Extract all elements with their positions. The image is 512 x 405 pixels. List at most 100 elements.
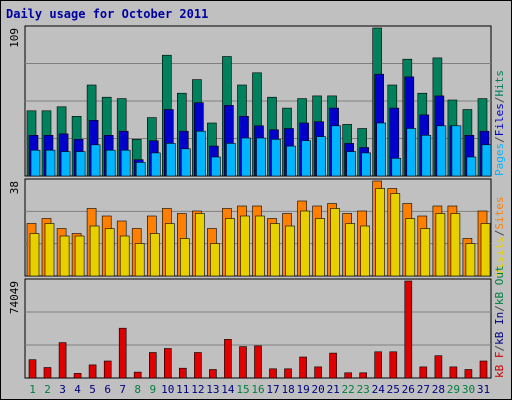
panel-visits-ymax-label: 38 (8, 181, 21, 194)
x-tick-label-15: 15 (236, 383, 249, 396)
x-tick-label-14: 14 (221, 383, 235, 396)
bar-hits-pages-7 (120, 149, 131, 177)
legend-item-hits-4: Hits (493, 70, 506, 97)
x-tick-label-10: 10 (161, 383, 174, 396)
bar-hits-pages-15 (241, 137, 251, 177)
bar-visits-visits-1 (29, 233, 40, 277)
x-tick-label-27: 27 (417, 383, 430, 396)
bar-hits-pages-6 (105, 149, 116, 177)
bar-hits-pages-14 (226, 143, 236, 177)
bar-hits-pages-31 (481, 144, 492, 177)
bar-hits-pages-3 (60, 151, 71, 177)
bar-kbytes-kb-f-8 (133, 371, 142, 379)
bar-hits-pages-2 (45, 149, 56, 177)
bar-kbytes-kb-f-11 (179, 367, 187, 379)
bar-hits-pages-11 (181, 148, 191, 177)
bar-visits-visits-10 (165, 223, 175, 277)
bar-hits-pages-8 (135, 162, 146, 177)
bar-visits-visits-27 (420, 228, 431, 277)
panel-kbytes-ymax-label: 74049 (8, 281, 21, 314)
bar-kbytes-kb-f-3 (58, 342, 67, 379)
bar-kbytes-kb-f-29 (449, 366, 458, 379)
bar-kbytes-kb-f-17 (269, 368, 277, 379)
panel-visits: 38 Visits/Sites (8, 178, 506, 277)
bar-visits-visits-21 (330, 208, 340, 277)
legend-item-kbytes-4: kB Out (493, 265, 506, 305)
x-tick-label-25: 25 (387, 383, 400, 396)
bar-hits-pages-25 (391, 158, 402, 177)
bar-kbytes-kb-f-2 (43, 367, 52, 379)
bar-hits-pages-29 (451, 125, 462, 177)
bar-visits-visits-25 (390, 193, 401, 277)
panel-kbytes-legend: kB F/kB In/kB Out (493, 265, 506, 378)
bar-hits-pages-30 (466, 156, 477, 177)
bar-visits-visits-16 (255, 215, 265, 277)
bar-kbytes-kb-f-21 (329, 352, 337, 379)
legend-item-hits-1: / (493, 136, 506, 143)
panel-hits-ymax-label: 109 (8, 28, 21, 48)
bar-hits-pages-17 (271, 139, 281, 177)
bar-visits-visits-11 (180, 238, 190, 277)
legend-item-kbytes-3: / (493, 305, 506, 312)
x-tick-label-5: 5 (89, 383, 96, 396)
bar-visits-visits-23 (360, 225, 371, 277)
bar-visits-visits-14 (225, 218, 235, 277)
bar-kbytes-kb-f-18 (284, 368, 292, 379)
bar-hits-pages-16 (256, 137, 266, 177)
bar-visits-visits-9 (150, 233, 160, 277)
bar-visits-visits-8 (134, 243, 145, 277)
x-tick-labels: 1 2 3 4 5 6 7 8 9 10 11 12 13 14 15 16 17 18 19 20 21 22 23 24 2… (29, 383, 490, 396)
x-tick-label-17: 17 (266, 383, 279, 396)
bar-visits-visits-30 (465, 243, 476, 277)
x-tick-label-29: 29 (447, 383, 460, 396)
bar-kbytes-kb-f-30 (464, 369, 473, 379)
panel-visits-legend: Visits/Sites (493, 197, 506, 277)
bar-kbytes-kb-f-10 (164, 348, 172, 379)
bar-visits-visits-18 (285, 225, 295, 277)
legend-item-visits-0: Visits (493, 236, 506, 276)
bar-hits-pages-20 (316, 136, 326, 177)
bar-visits-visits-29 (450, 213, 461, 277)
bar-visits-visits-22 (345, 223, 356, 277)
bar-visits-visits-20 (315, 218, 325, 277)
bar-kbytes-kb-f-24 (374, 351, 383, 379)
bar-kbytes-kb-f-9 (149, 352, 157, 379)
bar-visits-visits-12 (195, 213, 205, 277)
bar-visits-visits-28 (435, 213, 446, 277)
bar-hits-pages-1 (30, 149, 41, 177)
panels-layer: 109Pages/Files/Hits38Visits/Sites74049kB… (8, 25, 506, 379)
bar-hits-pages-21 (331, 125, 341, 177)
bar-hits-pages-4 (75, 151, 86, 177)
bar-kbytes-kb-f-27 (419, 366, 428, 379)
bar-kbytes-kb-f-31 (479, 360, 488, 379)
bar-hits-pages-9 (151, 152, 161, 177)
bar-kbytes-kb-f-15 (239, 346, 247, 379)
bar-kbytes-kb-f-25 (389, 351, 398, 379)
bar-hits-pages-13 (211, 156, 221, 177)
panel-kbytes: 74049 kB F/kB In/kB Out (8, 265, 506, 379)
x-tick-label-16: 16 (251, 383, 264, 396)
bar-kbytes-kb-f-23 (359, 372, 368, 379)
x-tick-label-31: 31 (477, 383, 490, 396)
x-tick-label-13: 13 (206, 383, 219, 396)
x-tick-label-18: 18 (281, 383, 294, 396)
bar-visits-visits-6 (104, 228, 115, 277)
bar-visits-visits-7 (119, 235, 130, 277)
x-tick-label-9: 9 (149, 383, 156, 396)
x-tick-label-2: 2 (44, 383, 51, 396)
bar-hits-pages-22 (346, 151, 357, 177)
bar-visits-visits-5 (89, 225, 100, 277)
bar-hits-pages-10 (166, 143, 176, 177)
bar-kbytes-kb-f-7 (118, 327, 127, 379)
legend-item-hits-0: Pages (493, 143, 506, 176)
bar-kbytes-kb-f-6 (103, 360, 112, 379)
bar-hits-pages-24 (376, 122, 387, 177)
legend-item-visits-1: / (493, 230, 506, 237)
bar-kbytes-kb-f-19 (299, 356, 307, 379)
bar-kbytes-kb-f-13 (209, 369, 217, 379)
x-tick-label-21: 21 (327, 383, 340, 396)
legend-item-kbytes-1: / (493, 345, 506, 352)
panel-hits-legend: Pages/Files/Hits (493, 70, 506, 176)
